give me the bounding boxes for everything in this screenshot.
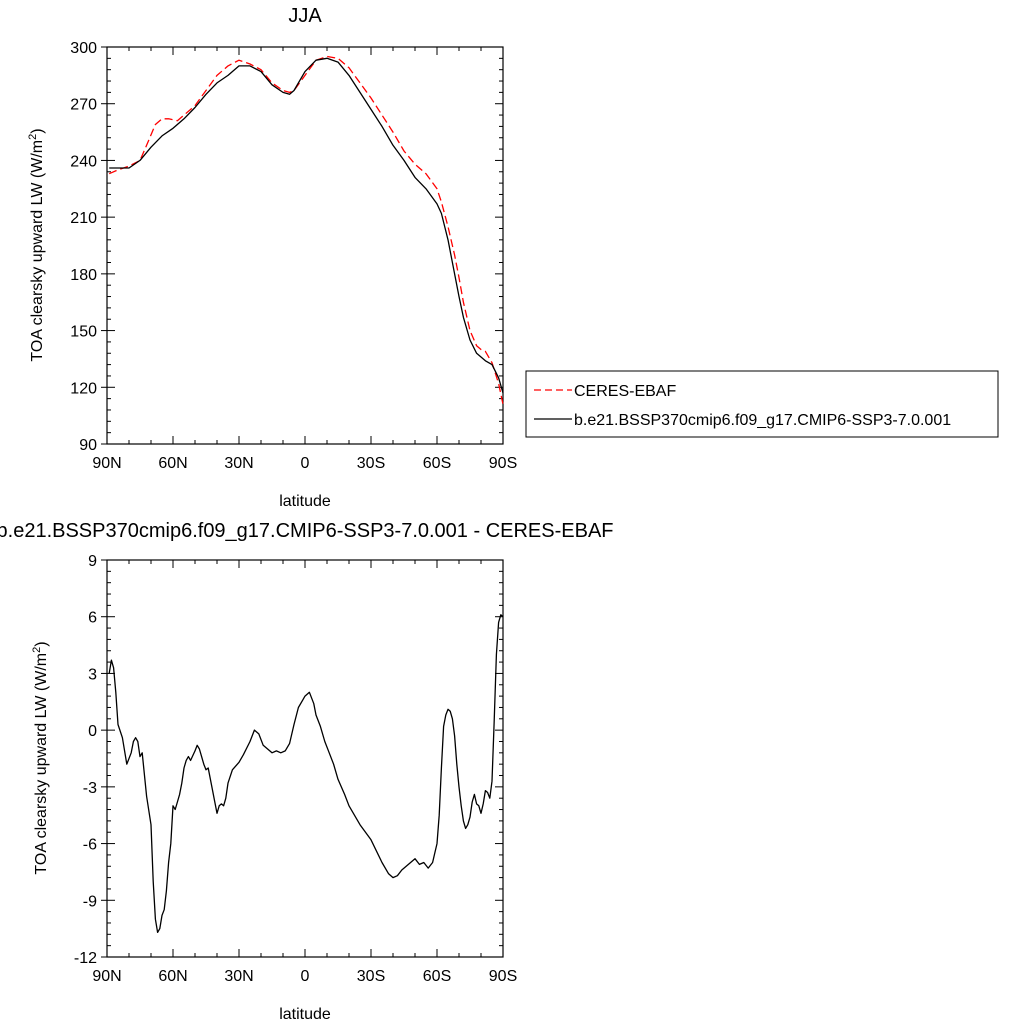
top-series-line-0 [108, 55, 504, 405]
top-y-tick-label: 210 [70, 210, 97, 227]
bottom-y-tick-label: -9 [83, 893, 97, 910]
top-y-tick-label: 120 [70, 380, 97, 397]
top-y-tick-label: 240 [70, 153, 97, 170]
top-x-tick-label: 60N [158, 455, 187, 472]
top-x-tick-label: 30N [224, 455, 253, 472]
bottom-y-tick-label: -12 [74, 950, 97, 967]
bottom-x-tick-label: 90N [92, 968, 121, 985]
top-series-line-1 [109, 57, 504, 394]
bottom-y-axis-label: TOA clearsky upward LW (W/m2) [31, 641, 50, 874]
top-x-axis-label: latitude [279, 493, 331, 510]
bottom-y-tick-label: 9 [88, 553, 97, 570]
bottom-y-tick-label: 3 [88, 666, 97, 683]
bottom-plot-frame [106, 559, 504, 958]
bottom-panel-title: b.e21.BSSP370cmip6.f09_g17.CMIP6-SSP3-7.… [0, 520, 613, 542]
bottom-y-tick-label: 0 [88, 723, 97, 740]
top-y-tick-label: 150 [70, 324, 97, 341]
bottom-x-tick-label: 30S [357, 968, 385, 985]
top-panel-title: JJA [288, 5, 322, 27]
bottom-x-tick-label: 30N [224, 968, 253, 985]
legend-label-ceres: CERES-EBAF [574, 383, 676, 400]
top-y-tick-label: 90 [79, 437, 97, 454]
top-y-tick-label: 180 [70, 267, 97, 284]
top-y-tick-label: 300 [70, 40, 97, 57]
bottom-y-tick-label: -6 [83, 837, 97, 854]
bottom-series-line-0 [108, 614, 504, 934]
top-y-axis-label: TOA clearsky upward LW (W/m2) [27, 128, 46, 361]
top-x-tick-label: 60S [423, 455, 451, 472]
top-plot-frame [106, 46, 504, 445]
top-x-tick-label: 90N [92, 455, 121, 472]
bottom-x-tick-label: 0 [301, 968, 310, 985]
legend: CERES-EBAF b.e21.BSSP370cmip6.f09_g17.CM… [525, 370, 999, 438]
top-x-tick-label: 30S [357, 455, 385, 472]
top-y-tick-label: 270 [70, 97, 97, 114]
top-panel: JJA 90N 60N 30N 0 30S 60S 90S 90 120 150 180 210 240… [27, 5, 999, 510]
legend-label-model: b.e21.BSSP370cmip6.f09_g17.CMIP6-SSP3-7.… [574, 412, 951, 429]
bottom-x-axis-label: latitude [279, 1006, 331, 1023]
bottom-x-tick-label: 60N [158, 968, 187, 985]
bottom-x-tick-label: 90S [489, 968, 517, 985]
bottom-y-tick-label: -3 [83, 780, 97, 797]
top-x-tick-label: 0 [301, 455, 310, 472]
top-x-tick-label: 90S [489, 455, 517, 472]
bottom-y-tick-label: 6 [88, 610, 97, 627]
bottom-panel: b.e21.BSSP370cmip6.f09_g17.CMIP6-SSP3-7.… [0, 520, 613, 1023]
legend-box [525, 370, 999, 438]
bottom-x-tick-label: 60S [423, 968, 451, 985]
